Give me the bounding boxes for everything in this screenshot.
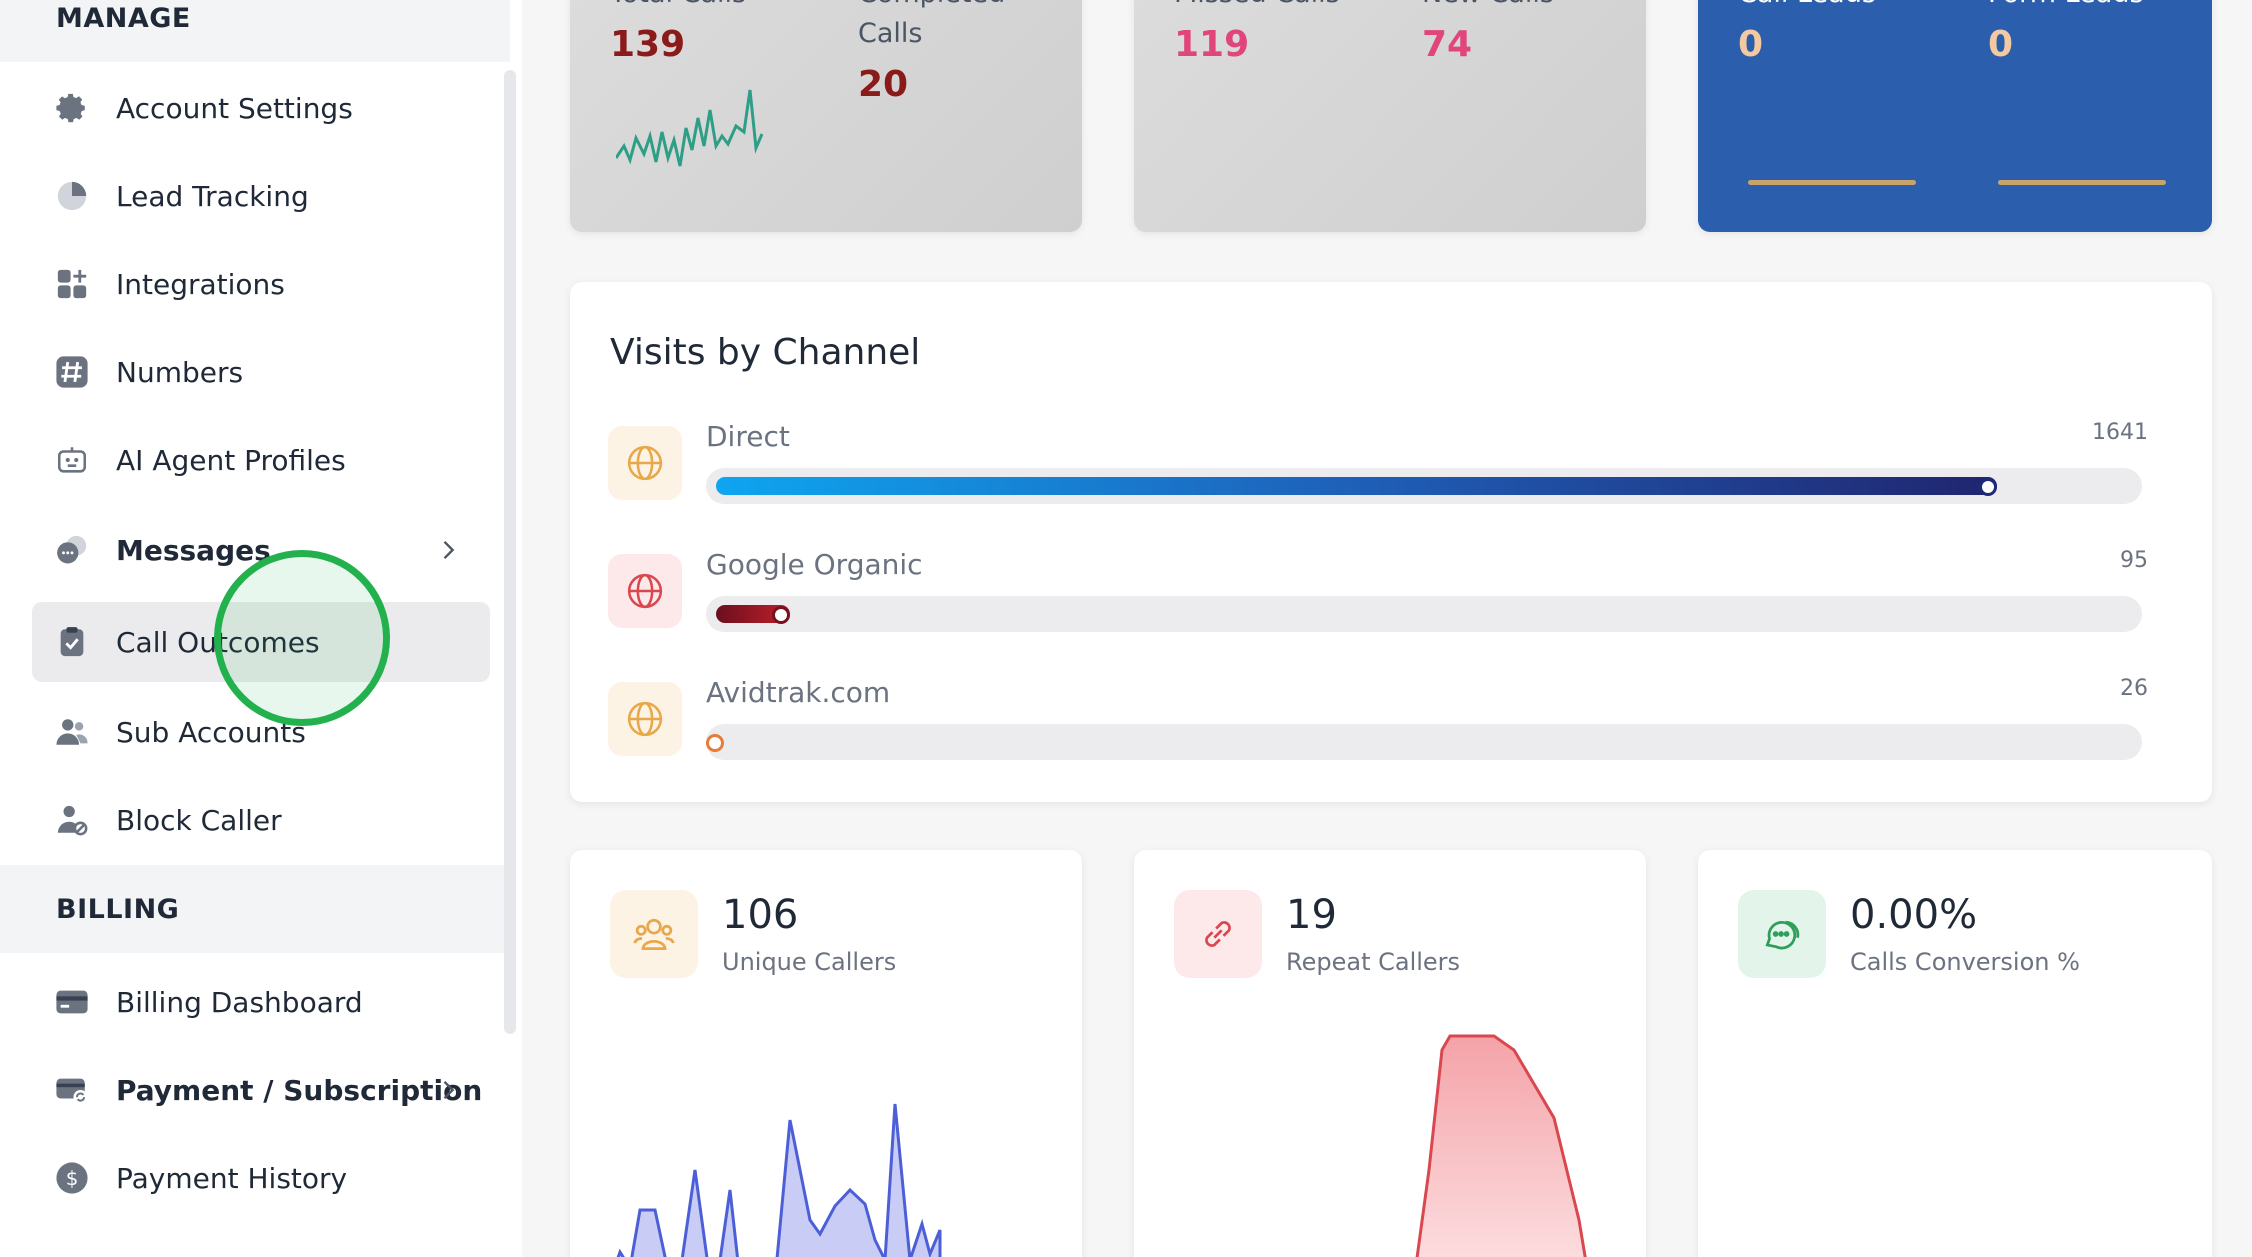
channel-progress-bar xyxy=(706,468,2142,504)
globe-icon xyxy=(608,682,682,756)
channel-name: Direct xyxy=(706,420,790,453)
form-leads-sparkline xyxy=(1998,180,2166,185)
conversion-card: 0.00% Calls Conversion % xyxy=(1698,850,2212,1257)
call-leads-title: Call Leads xyxy=(1738,0,1876,14)
gear-icon xyxy=(52,88,92,128)
sidebar-scrollbar[interactable] xyxy=(504,70,516,1034)
channel-progress-bar xyxy=(706,724,2142,760)
call-leads-value: 0 xyxy=(1738,24,1764,65)
new-calls-value: 74 xyxy=(1422,24,1473,65)
channel-progress-fill xyxy=(716,605,790,623)
grid-plus-icon xyxy=(52,264,92,304)
new-calls-title: New Calls xyxy=(1422,0,1554,14)
unique-callers-area-chart xyxy=(616,1103,942,1257)
sidebar-item-label: Lead Tracking xyxy=(116,179,309,213)
stat-card-calls: Total Calls 139 Completed Calls 20 xyxy=(570,0,1082,232)
dollar-circle-icon: $ xyxy=(52,1158,92,1198)
completed-calls-value: 20 xyxy=(858,64,909,105)
click-indicator xyxy=(214,550,390,726)
sidebar-item-label: Payment History xyxy=(116,1161,348,1195)
unique-callers-value: 106 xyxy=(722,892,799,938)
channel-progress-knob xyxy=(1979,478,1998,496)
globe-icon xyxy=(608,554,682,628)
channel-progress-knob xyxy=(706,734,724,752)
group-icon xyxy=(610,890,698,978)
clipboard-check-icon xyxy=(52,622,92,662)
channel-progress-bar xyxy=(706,596,2142,632)
chevron-right-icon xyxy=(443,541,455,559)
manage-section-header: MANAGE xyxy=(0,0,510,62)
chevron-right-icon xyxy=(443,1081,455,1099)
sidebar-item-block-caller[interactable]: Block Caller xyxy=(32,780,490,860)
visits-panel-title: Visits by Channel xyxy=(610,332,921,373)
sidebar-item-label: Account Settings xyxy=(116,91,353,125)
robot-icon xyxy=(52,440,92,480)
chat-dots-icon xyxy=(1738,890,1826,978)
total-calls-title: Total Calls xyxy=(610,0,746,14)
channel-name: Avidtrak.com xyxy=(706,676,891,709)
sidebar: MANAGE Account Settings Lead Tracking In… xyxy=(0,0,522,1257)
repeat-callers-label: Repeat Callers xyxy=(1286,948,1461,976)
user-block-icon xyxy=(52,800,92,840)
unique-callers-label: Unique Callers xyxy=(722,948,897,976)
channel-value: 26 xyxy=(2120,676,2148,701)
sidebar-item-label: Integrations xyxy=(116,267,285,301)
sidebar-item-payment-history[interactable]: $ Payment History xyxy=(32,1138,490,1218)
total-calls-sparkline xyxy=(616,89,764,167)
sidebar-item-ai-agent-profiles[interactable]: AI Agent Profiles xyxy=(32,420,490,500)
sidebar-item-payment-subscription[interactable]: Payment / Subscription xyxy=(32,1050,490,1130)
channel-progress-fill xyxy=(716,477,1998,495)
sidebar-item-label: Numbers xyxy=(116,355,244,389)
unique-callers-card: 106 Unique Callers xyxy=(570,850,1082,1257)
repeat-callers-value: 19 xyxy=(1286,892,1337,938)
conversion-value: 0.00% xyxy=(1850,892,1978,938)
visits-by-channel-panel: Visits by Channel Direct 1641 Google Org… xyxy=(570,282,2212,802)
link-icon xyxy=(1174,890,1262,978)
sidebar-item-billing-dashboard[interactable]: Billing Dashboard xyxy=(32,962,490,1042)
chat-bubbles-icon xyxy=(52,530,92,570)
channel-value: 95 xyxy=(2120,548,2148,573)
missed-calls-value: 119 xyxy=(1174,24,1250,65)
sidebar-item-label: Block Caller xyxy=(116,803,282,837)
sidebar-item-lead-tracking[interactable]: Lead Tracking xyxy=(32,156,490,236)
sidebar-item-label: Payment / Subscription xyxy=(116,1073,483,1107)
repeat-callers-area-chart xyxy=(1415,1034,1587,1257)
sidebar-item-integrations[interactable]: Integrations xyxy=(32,244,490,324)
users-icon xyxy=(52,712,92,752)
call-leads-sparkline xyxy=(1748,180,1916,185)
pie-chart-icon xyxy=(52,176,92,216)
billing-section-header: BILLING xyxy=(0,865,510,953)
sidebar-item-label: Billing Dashboard xyxy=(116,985,363,1019)
credit-card-icon xyxy=(52,982,92,1022)
sidebar-item-messages[interactable]: Messages xyxy=(32,510,490,590)
channel-value: 1641 xyxy=(2092,420,2148,445)
conversion-label: Calls Conversion % xyxy=(1850,948,2080,976)
form-leads-value: 0 xyxy=(1988,24,2014,65)
globe-icon xyxy=(608,426,682,500)
completed-calls-title: Completed Calls xyxy=(858,0,1005,49)
sidebar-item-numbers[interactable]: Numbers xyxy=(32,332,490,412)
channel-progress-knob xyxy=(771,606,790,624)
total-calls-value: 139 xyxy=(610,24,686,65)
card-refresh-icon xyxy=(52,1070,92,1110)
stat-card-leads: Call Leads 0 Form Leads 0 xyxy=(1698,0,2212,232)
stat-card-missed-new: Missed Calls 119 New Calls 74 xyxy=(1134,0,1646,232)
channel-name: Google Organic xyxy=(706,548,923,581)
missed-calls-title: Missed Calls xyxy=(1174,0,1340,14)
sidebar-item-account-settings[interactable]: Account Settings xyxy=(32,68,490,148)
sidebar-item-label: Messages xyxy=(116,533,271,567)
hash-icon xyxy=(52,352,92,392)
repeat-callers-card: 19 Repeat Callers xyxy=(1134,850,1646,1257)
sidebar-item-label: AI Agent Profiles xyxy=(116,443,346,477)
form-leads-title: Form Leads xyxy=(1988,0,2144,14)
svg-text:$: $ xyxy=(66,1167,79,1190)
